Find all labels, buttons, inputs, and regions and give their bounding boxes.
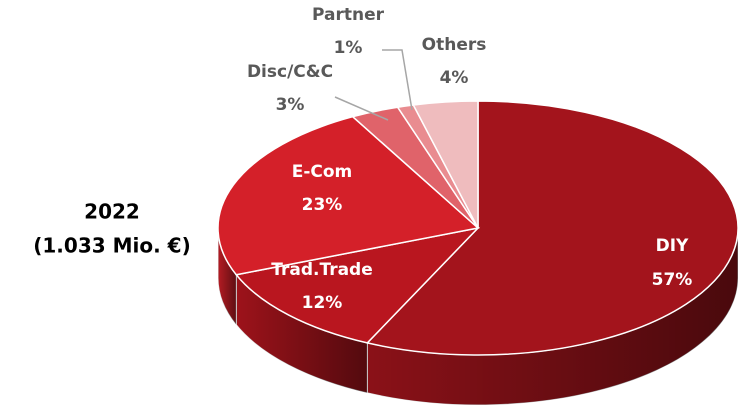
chart-subtitle: (1.033 Mio. €) xyxy=(33,234,190,258)
slice-label: E-Com xyxy=(292,162,353,182)
pie-tops xyxy=(217,100,738,356)
leader-line xyxy=(334,96,389,121)
pie-side-shade xyxy=(367,228,738,405)
pie-slice xyxy=(412,100,479,229)
slice-label: Partner xyxy=(312,5,385,25)
slice-label: Trad.Trade xyxy=(271,260,373,280)
value-label: 23% xyxy=(302,195,343,215)
labels: DIY 57% Trad.Trade 12% E-Com 23% Disc/C&C 3% Par… xyxy=(247,5,692,313)
slice-label: Others xyxy=(422,35,487,55)
pie-slice xyxy=(365,100,738,356)
leader-line xyxy=(382,49,413,111)
pie-slice xyxy=(234,226,481,344)
chart-title: 2022 xyxy=(84,200,140,224)
value-label: 12% xyxy=(302,293,343,313)
slice-label: Disc/C&C xyxy=(247,62,333,82)
value-label: 57% xyxy=(652,270,693,290)
pie-slice xyxy=(217,115,480,276)
pie-sides xyxy=(217,227,738,406)
value-label: 1% xyxy=(334,38,363,58)
slice-label: DIY xyxy=(656,236,689,256)
value-label: 3% xyxy=(276,95,305,115)
value-label: 4% xyxy=(440,68,469,88)
